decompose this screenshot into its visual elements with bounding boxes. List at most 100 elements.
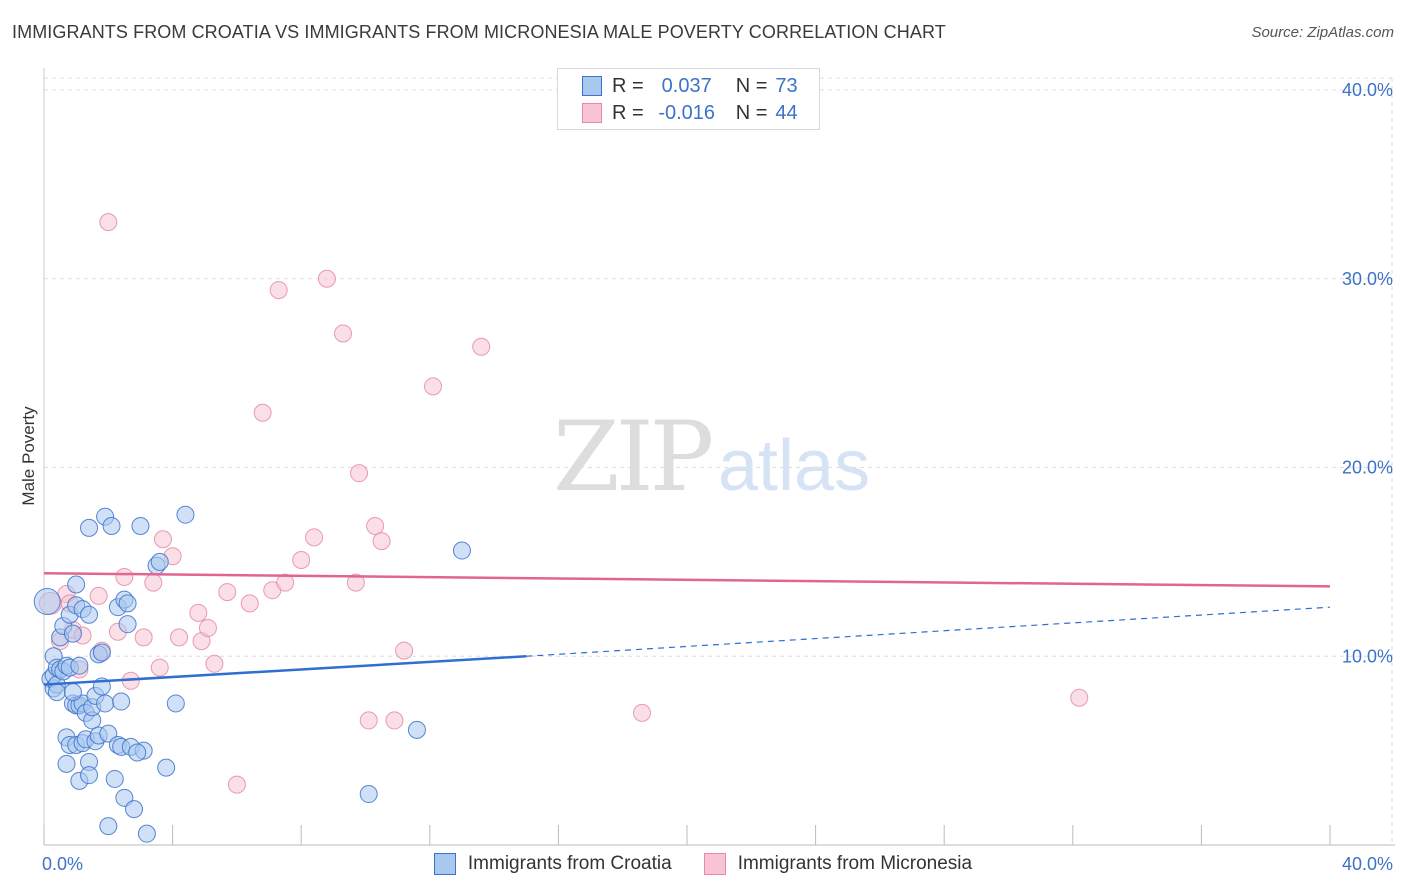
micronesia-point [253, 403, 272, 422]
croatia-point [112, 692, 131, 711]
croatia-point [452, 541, 471, 560]
y-tick-label: 40.0% [1342, 80, 1393, 100]
micronesia-point [276, 573, 295, 592]
watermark: ZIP atlas [553, 401, 870, 513]
legend-n-label: N = [735, 101, 768, 124]
micronesia-point [240, 594, 259, 613]
micronesia-point [366, 517, 385, 536]
micronesia-point [305, 528, 324, 547]
legend-n-label: N = [735, 74, 768, 97]
correlation-legend: R = 0.037 N = 73 R = -0.016 N = 44 [557, 68, 820, 130]
croatia-point [118, 594, 137, 613]
legend-n-value: 44 [775, 101, 798, 124]
croatia-point [137, 824, 156, 843]
croatia-point [166, 694, 185, 713]
croatia-point [128, 743, 147, 762]
series-croatia-points [33, 505, 471, 843]
legend-r-value: -0.016 [658, 101, 716, 124]
y-tick-label: 20.0% [1342, 458, 1393, 478]
trend-lines [43, 571, 1331, 686]
legend-row-micronesia: R = -0.016 N = 44 [582, 101, 798, 125]
legend-swatch-micronesia [582, 103, 602, 123]
y-axis-title: Male Poverty [19, 406, 38, 506]
micronesia-point [144, 573, 163, 592]
legend-r-label: R = [612, 74, 644, 97]
series-legend-swatch-micronesia [703, 853, 726, 875]
chart-source: Source: ZipAtlas.com [1251, 24, 1394, 41]
croatia-point [176, 505, 195, 524]
micronesia-point [424, 377, 443, 396]
axes [43, 68, 1395, 846]
micronesia-point [472, 337, 491, 356]
micronesia-point [292, 550, 311, 569]
croatia-point [33, 588, 61, 616]
micronesia-point [89, 586, 108, 605]
y-tick-label: 30.0% [1342, 269, 1393, 289]
micronesia-point [395, 641, 414, 660]
micronesia-point [350, 464, 369, 483]
micronesia-point [632, 703, 651, 722]
croatia-point [118, 615, 137, 634]
croatia-trend-extension [526, 606, 1331, 657]
micronesia-point [359, 711, 378, 730]
croatia-point [70, 656, 89, 675]
chart-title: IMMIGRANTS FROM CROATIA VS IMMIGRANTS FR… [12, 22, 946, 42]
micronesia-point [115, 567, 134, 586]
micronesia-point [317, 269, 336, 288]
micronesia-point [346, 573, 365, 592]
micronesia-point [385, 711, 404, 730]
croatia-point [131, 517, 150, 536]
croatia-point [102, 517, 121, 536]
croatia-point [80, 766, 99, 785]
legend-n-value: 73 [775, 74, 798, 97]
micronesia-point [134, 628, 153, 647]
series-legend-swatch-croatia [433, 853, 456, 875]
series-legend-item-croatia: Immigrants from Croatia [433, 853, 672, 875]
croatia-point [407, 720, 426, 739]
x-tick-label: 0.0% [42, 854, 83, 874]
x-tick-label: 40.0% [1342, 854, 1393, 874]
croatia-trend-line [43, 655, 527, 686]
croatia-point [150, 552, 169, 571]
micronesia-point [170, 628, 189, 647]
legend-swatch-croatia [582, 76, 602, 96]
croatia-point [359, 785, 378, 804]
micronesia-point [218, 583, 237, 602]
micronesia-point [189, 603, 208, 622]
series-legend: Immigrants from Croatia Immigrants from … [0, 852, 1406, 876]
croatia-point [57, 754, 76, 773]
croatia-point [105, 769, 124, 788]
series-legend-label: Immigrants from Micronesia [737, 853, 973, 874]
croatia-point [96, 694, 115, 713]
legend-r-label: R = [612, 101, 644, 124]
y-tick-label: 10.0% [1342, 646, 1393, 666]
axis-tick-labels: 10.0% 20.0% 30.0% 40.0% 0.0% 40.0% [42, 80, 1393, 874]
croatia-point [157, 758, 176, 777]
legend-r-value: 0.037 [661, 74, 712, 97]
croatia-point [80, 605, 99, 624]
micronesia-point [1070, 688, 1089, 707]
croatia-point [63, 683, 82, 702]
legend-row-croatia: R = 0.037 N = 73 [582, 74, 798, 98]
croatia-point [99, 817, 118, 836]
series-legend-item-micronesia: Immigrants from Micronesia [703, 853, 973, 875]
croatia-point [125, 800, 144, 819]
micronesia-point [150, 658, 169, 677]
micronesia-point [153, 530, 172, 549]
micronesia-point [205, 654, 224, 673]
watermark-zip: ZIP [553, 401, 712, 513]
micronesia-trend-line [43, 571, 1331, 588]
croatia-point [92, 643, 111, 662]
micronesia-point [198, 618, 217, 637]
croatia-point [67, 575, 86, 594]
croatia-point [63, 624, 82, 643]
micronesia-point [333, 324, 352, 343]
micronesia-point [372, 532, 391, 551]
croatia-point [80, 518, 99, 537]
micronesia-point [99, 213, 118, 232]
micronesia-point [227, 775, 246, 794]
series-legend-label: Immigrants from Croatia [467, 853, 672, 874]
micronesia-point [269, 281, 288, 300]
